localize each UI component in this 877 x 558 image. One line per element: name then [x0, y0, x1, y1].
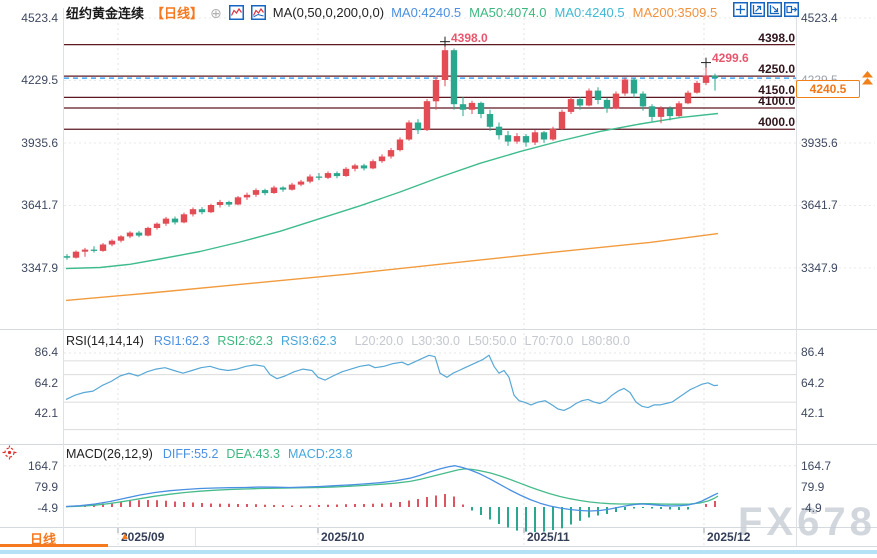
- indicator-value: MA50:4074.0: [469, 5, 547, 20]
- rsi-axis-left-label: 42.1: [34, 406, 58, 420]
- main-axis-left-label: 3347.9: [21, 260, 58, 275]
- main-axis-right-label: 4523.4: [801, 11, 838, 25]
- price-up-arrow-icon: [862, 71, 873, 85]
- ma-values: MA0:4240.5 MA50:4074.0 MA0:4240.5 MA200:350…: [391, 5, 725, 20]
- month-label: 2025/09: [121, 530, 165, 544]
- price-level-label: 4100.0: [758, 94, 795, 109]
- rsi-title: RSI(14,14,14): [66, 334, 144, 348]
- main-axis-left-label: 4229.5: [21, 73, 58, 88]
- rsi-guide-labels: L20:20.0 L30:30.0 L50:50.0 L70:70.0 L80:80.0: [355, 334, 638, 348]
- indicator-value: RSI2:62.3: [217, 334, 274, 348]
- axis-scale-left-icon[interactable]: [750, 2, 765, 17]
- price-level-label: 4250.0: [758, 62, 795, 77]
- indicator-value: MACD:23.8: [287, 447, 353, 461]
- main-axis-left-label: 3641.7: [21, 198, 58, 213]
- month-label: 2025/11: [527, 530, 570, 544]
- rsi-axis-left-label: 86.4: [34, 345, 58, 359]
- macd-axis-right-label: 164.7: [801, 458, 832, 473]
- macd-histogram: [66, 494, 716, 533]
- ma50-line: [65, 112, 719, 270]
- symbol-title: 纽约黄金连续: [66, 6, 145, 21]
- macd-axis-right-label: -4.9: [801, 501, 822, 516]
- macd-diff-line: [65, 465, 719, 512]
- macd-axis-right-label: 79.9: [801, 479, 825, 494]
- price-level-label: 4398.0: [758, 30, 795, 45]
- macd-values: DIFF:55.2 DEA:43.3 MACD:23.8: [163, 447, 361, 461]
- price-level-label: 4000.0: [758, 115, 795, 130]
- indicator-value: RSI3:62.3: [281, 334, 337, 348]
- indicator-value: MA200:3509.5: [632, 5, 718, 20]
- period-tab-label: 日线: [30, 532, 57, 547]
- x-axis-strip: 日线 ▲: [0, 528, 877, 547]
- axis-scale-right-icon[interactable]: [767, 2, 782, 17]
- rsi-axis-right-label: 86.4: [801, 345, 825, 359]
- main-axis-right-label: 3641.7: [801, 198, 838, 213]
- indicator-value: MA0:4240.5: [554, 5, 625, 20]
- main-axis-left-label: 4523.4: [21, 11, 58, 25]
- ma200-line: [65, 232, 719, 302]
- main-axis-right-label: 3935.6: [801, 135, 838, 150]
- indicator-value: L50:50.0: [467, 334, 517, 348]
- month-label: 2025/12: [707, 530, 751, 544]
- indicator-value: L20:20.0: [354, 334, 404, 348]
- chart-toolbar: [733, 2, 799, 17]
- rsi-axis-right-label: 42.1: [801, 406, 825, 420]
- ma-params-label: MA(0,50,0,200,0,0): [272, 5, 385, 20]
- indicator-value: MA0:4240.5: [391, 5, 462, 20]
- recent-high-label: 4299.6: [712, 50, 749, 65]
- crosshair-icon[interactable]: [733, 2, 748, 17]
- main-chart-header: 纽约黄金连续 【日线】 ⊕ MA(0,50,0,200,0,0) MA0:424…: [66, 3, 725, 22]
- sort-arrow-icon[interactable]: ▲: [120, 531, 130, 542]
- indicator-value: DIFF:55.2: [162, 447, 219, 461]
- peak-high-label: 4398.0: [451, 30, 488, 45]
- indicator-value: L80:80.0: [581, 334, 630, 348]
- mini-chart-icon-2[interactable]: [250, 5, 266, 20]
- macd-header: MACD(26,12,9) DIFF:55.2 DEA:43.3 MACD:23.8: [66, 447, 361, 461]
- macd-axis-left-label: -4.9: [37, 501, 58, 516]
- indicator-value: DEA:43.3: [226, 447, 280, 461]
- macd-title: MACD(26,12,9): [66, 447, 153, 461]
- indicator-value: L70:70.0: [524, 334, 574, 348]
- main-axis-left-label: 3935.6: [21, 135, 58, 150]
- period-tab-daily[interactable]: 日线 ▲: [0, 528, 195, 547]
- rsi-line: [65, 354, 719, 411]
- indicator-value: L30:30.0: [411, 334, 460, 348]
- macd-axis-left-label: 79.9: [34, 479, 58, 494]
- rsi-axis-left-label: 64.2: [34, 375, 58, 390]
- watermark: FX678: [738, 500, 876, 544]
- indicator-value: RSI1:62.3: [153, 334, 210, 348]
- pan-right-icon[interactable]: [784, 2, 799, 17]
- price-level-label: 4150.0: [758, 83, 795, 98]
- macd-axis-left-label: 164.7: [27, 458, 58, 473]
- rsi-header: RSI(14,14,14) RSI1:62.3 RSI2:62.3 RSI3:62.…: [66, 334, 638, 348]
- mini-chart-icon[interactable]: [228, 5, 244, 20]
- rsi-values: RSI1:62.3 RSI2:62.3 RSI3:62.3: [154, 334, 345, 348]
- active-tab-underline: [0, 544, 108, 547]
- macd-dea-line: [65, 468, 719, 508]
- main-axis-right-label: 3347.9: [801, 260, 838, 275]
- period-tag: 【日线】: [151, 6, 204, 21]
- candles-group: [63, 44, 719, 260]
- add-indicator-icon[interactable]: ⊕: [210, 4, 222, 21]
- current-price-tag: 4240.5: [796, 80, 860, 98]
- bottom-scrollbar[interactable]: [0, 550, 877, 554]
- month-label: 2025/10: [321, 530, 365, 544]
- rsi-axis-right-label: 64.2: [801, 375, 825, 390]
- locate-target-icon[interactable]: [2, 445, 17, 460]
